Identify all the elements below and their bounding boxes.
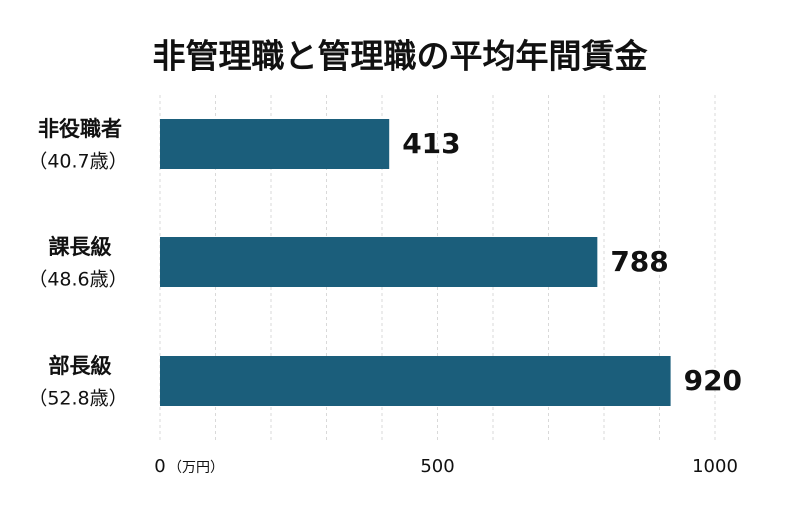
category-age: （40.7歳） <box>28 151 127 173</box>
bar <box>160 119 390 169</box>
category-label: 非役職者 <box>38 117 122 141</box>
x-unit-label: （万円） <box>168 460 224 476</box>
value-label: 413 <box>402 127 460 160</box>
category-label: 課長級 <box>49 235 112 259</box>
value-label: 920 <box>684 364 742 397</box>
category-label: 部長級 <box>49 354 112 378</box>
x-tick-label: 0 <box>154 456 165 477</box>
bar <box>160 356 671 406</box>
bar <box>160 237 598 287</box>
value-label: 788 <box>610 245 668 278</box>
category-age: （48.6歳） <box>28 269 127 291</box>
x-tick-label: 500 <box>420 456 454 477</box>
chart-title: 非管理職と管理職の平均年間賃金 <box>153 37 649 76</box>
category-age: （52.8歳） <box>28 388 127 410</box>
x-tick-label: 1000 <box>692 456 738 477</box>
